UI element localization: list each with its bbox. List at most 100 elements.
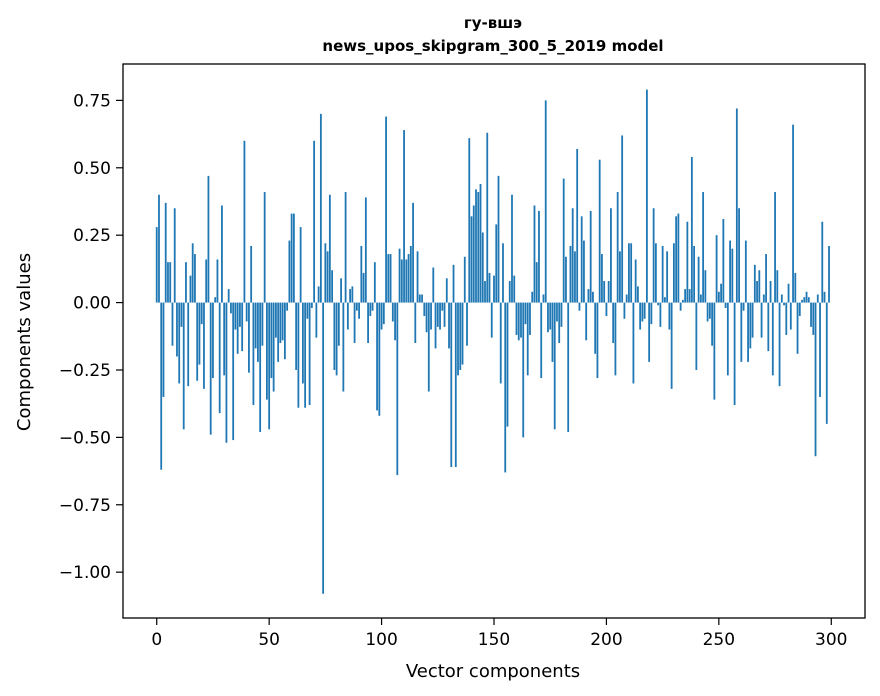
bar bbox=[423, 302, 426, 317]
bar bbox=[376, 302, 378, 411]
bar bbox=[310, 302, 313, 308]
bar bbox=[484, 281, 486, 303]
bar bbox=[214, 297, 217, 303]
bar bbox=[749, 302, 752, 349]
bar bbox=[630, 243, 633, 303]
bar bbox=[652, 208, 655, 303]
bar bbox=[515, 302, 518, 335]
bar bbox=[717, 291, 720, 303]
bar bbox=[461, 302, 464, 365]
bar bbox=[738, 208, 740, 303]
bar bbox=[706, 302, 709, 322]
bar bbox=[735, 108, 738, 303]
bar bbox=[551, 302, 554, 362]
bar bbox=[495, 224, 498, 303]
bar bbox=[619, 251, 621, 303]
bar bbox=[814, 302, 817, 457]
bar bbox=[760, 302, 763, 338]
bar bbox=[729, 240, 731, 303]
bar bbox=[666, 251, 669, 303]
x-axis-ticks: 0 50 100 150 200 250 300 bbox=[151, 618, 847, 650]
bar bbox=[313, 140, 316, 303]
bar bbox=[322, 302, 325, 594]
bar bbox=[367, 302, 369, 344]
bar bbox=[533, 205, 536, 303]
bar bbox=[747, 302, 749, 362]
bar bbox=[333, 302, 336, 370]
bar bbox=[187, 302, 190, 387]
bar bbox=[378, 302, 381, 416]
bar bbox=[524, 302, 527, 325]
bar bbox=[587, 289, 590, 303]
bar bbox=[558, 302, 561, 344]
bar bbox=[544, 100, 547, 303]
y-axis-label: Components values bbox=[14, 253, 35, 431]
bar bbox=[506, 302, 509, 427]
bar bbox=[421, 294, 423, 303]
bar bbox=[207, 175, 210, 303]
bar bbox=[661, 245, 664, 303]
bar bbox=[436, 302, 439, 327]
bar bbox=[216, 259, 219, 303]
x-tick-label: 150 bbox=[478, 630, 510, 650]
bar bbox=[472, 205, 475, 303]
bar bbox=[672, 243, 675, 303]
bar bbox=[753, 264, 756, 303]
bar bbox=[497, 175, 500, 303]
bar bbox=[594, 302, 597, 354]
bar bbox=[762, 294, 765, 303]
bar bbox=[277, 302, 280, 362]
bar bbox=[414, 302, 417, 344]
y-tick-label: −0.25 bbox=[59, 361, 111, 381]
bar bbox=[798, 302, 801, 317]
y-tick-label: 0.25 bbox=[73, 226, 111, 246]
bar bbox=[292, 213, 295, 303]
bar bbox=[479, 183, 482, 303]
bar bbox=[819, 302, 821, 397]
bar bbox=[257, 302, 259, 362]
bar bbox=[643, 302, 646, 319]
bar bbox=[167, 262, 169, 303]
bar bbox=[776, 270, 779, 303]
bar bbox=[556, 302, 558, 322]
bar bbox=[794, 272, 797, 303]
bar bbox=[596, 302, 599, 379]
bar bbox=[771, 302, 774, 376]
bar bbox=[160, 302, 163, 470]
bar bbox=[353, 302, 356, 344]
bar bbox=[699, 294, 702, 303]
bar bbox=[259, 302, 262, 432]
bar bbox=[565, 256, 567, 303]
bar bbox=[209, 302, 212, 435]
bar bbox=[230, 302, 232, 314]
bar bbox=[646, 89, 648, 303]
bar bbox=[708, 302, 711, 319]
bar bbox=[394, 302, 396, 341]
bar bbox=[234, 302, 237, 330]
x-tick-label: 250 bbox=[703, 630, 735, 650]
bar bbox=[239, 302, 241, 327]
bar bbox=[189, 275, 192, 303]
bar bbox=[468, 138, 471, 303]
bar bbox=[493, 275, 495, 303]
bar bbox=[196, 302, 199, 381]
bar bbox=[549, 302, 552, 330]
bar bbox=[418, 294, 421, 303]
bar bbox=[212, 302, 214, 379]
bar bbox=[304, 302, 307, 408]
bar bbox=[266, 302, 268, 400]
bar bbox=[319, 113, 322, 303]
bar bbox=[733, 302, 736, 406]
bar bbox=[248, 302, 250, 373]
bar bbox=[780, 294, 783, 303]
bar bbox=[490, 302, 493, 338]
bar bbox=[686, 221, 689, 303]
bar bbox=[308, 302, 311, 406]
bar bbox=[301, 302, 304, 384]
bar bbox=[612, 302, 615, 344]
bar bbox=[517, 302, 520, 341]
bar bbox=[306, 302, 309, 319]
bar bbox=[236, 302, 239, 354]
bar bbox=[715, 235, 718, 303]
